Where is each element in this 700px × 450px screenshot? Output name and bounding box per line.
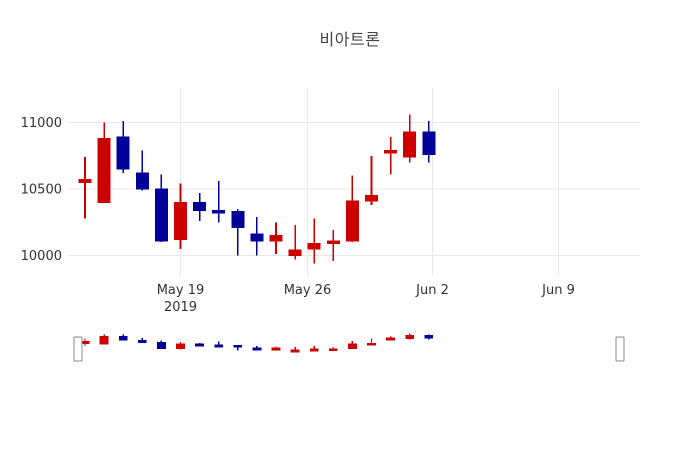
candle-body <box>174 201 187 241</box>
mini-candlestick[interactable] <box>328 347 338 352</box>
candle-body <box>365 195 378 202</box>
mini-candlestick[interactable] <box>290 346 300 353</box>
mini-candlestick[interactable] <box>195 342 205 347</box>
candle-body <box>288 249 302 256</box>
candle-body <box>422 131 436 155</box>
candle-body <box>212 209 226 214</box>
candlestick[interactable] <box>288 224 302 260</box>
candlestick[interactable] <box>97 122 111 203</box>
candlestick[interactable] <box>250 216 264 256</box>
candle-body <box>384 149 398 154</box>
mini-candlestick[interactable] <box>424 334 434 340</box>
mini-candle-body <box>195 343 205 347</box>
mini-candlestick[interactable] <box>309 346 319 352</box>
candlestick[interactable] <box>154 174 168 243</box>
range-selector-series[interactable] <box>80 333 434 353</box>
candlestick[interactable] <box>269 222 283 255</box>
mini-candle-body <box>367 342 376 346</box>
candlestick[interactable] <box>326 230 340 261</box>
candlestick[interactable] <box>174 183 187 249</box>
x-tick-label: Jun 9 <box>541 283 575 298</box>
y-tick-label: 10500 <box>21 183 62 198</box>
y-tick-label: 11000 <box>21 116 62 131</box>
mini-candle-body <box>405 335 415 340</box>
mini-candle-body <box>99 336 109 345</box>
mini-candle-body <box>424 335 434 339</box>
y-axis-tick-labels: 10000 10500 11000 <box>21 116 62 264</box>
mini-candle-body <box>328 348 338 352</box>
candlestick[interactable] <box>78 157 92 219</box>
mini-candle-body <box>347 343 357 350</box>
mini-candlestick[interactable] <box>367 338 376 346</box>
candle-body <box>307 243 321 250</box>
candlestick[interactable] <box>403 114 417 163</box>
candle-body <box>154 188 168 242</box>
candlestick[interactable] <box>422 121 436 163</box>
candlestick-series[interactable] <box>78 114 436 264</box>
mini-candle-body <box>137 340 147 343</box>
mini-candle-body <box>118 335 128 341</box>
mini-candlestick[interactable] <box>405 333 415 340</box>
mini-candle-body <box>156 342 166 350</box>
candle-body <box>403 131 417 158</box>
mini-candle-body <box>176 343 185 349</box>
mini-candle-body <box>271 347 281 351</box>
mini-candle-body <box>386 337 396 341</box>
mini-candlestick[interactable] <box>118 334 128 341</box>
range-right-handle[interactable] <box>615 336 625 362</box>
mini-candlestick[interactable] <box>386 336 396 341</box>
mini-candlestick[interactable] <box>252 345 262 351</box>
mini-candlestick[interactable] <box>214 341 224 348</box>
mini-candlestick[interactable] <box>233 344 243 351</box>
candle-body <box>250 233 264 242</box>
mini-candle-body <box>214 344 224 348</box>
candlestick[interactable] <box>135 150 149 191</box>
x-tick-label: Jun 2 <box>415 283 449 298</box>
candle-body <box>345 200 359 242</box>
candlestick[interactable] <box>384 137 398 175</box>
candle-body <box>97 137 111 203</box>
y-tick-label: 10000 <box>21 249 62 264</box>
mini-candle-body <box>252 347 262 351</box>
mini-candlestick[interactable] <box>156 340 166 350</box>
candle-body <box>231 211 245 229</box>
page-title: 비아트론 <box>319 30 381 49</box>
candlestick[interactable] <box>231 208 245 256</box>
candlestick[interactable] <box>365 155 378 205</box>
candlestick[interactable] <box>345 175 359 243</box>
range-left-handle[interactable] <box>73 336 83 362</box>
x-tick-label: May 26 <box>284 283 332 298</box>
candle-body <box>78 179 92 183</box>
candle-body <box>135 172 149 190</box>
mini-candlestick[interactable] <box>176 341 185 350</box>
mini-candle-body <box>309 348 319 352</box>
x-axis-tick-labels: May 19 2019 May 26 Jun 2 Jun 9 <box>157 283 575 315</box>
candle-body <box>326 240 340 245</box>
candlestick[interactable] <box>116 121 130 174</box>
mini-candlestick[interactable] <box>137 337 147 343</box>
candlestick[interactable] <box>212 181 226 223</box>
mini-candlestick[interactable] <box>99 334 109 345</box>
candle-body <box>193 201 207 211</box>
mini-candle-body <box>233 344 243 348</box>
candle-body <box>269 235 283 242</box>
candle-body <box>116 136 130 170</box>
x-tick-label: May 19 <box>157 283 205 298</box>
x-tick-sublabel: 2019 <box>164 300 197 315</box>
candlestick[interactable] <box>193 192 207 221</box>
mini-candlestick[interactable] <box>347 340 357 350</box>
mini-candlestick[interactable] <box>271 346 281 351</box>
candlestick[interactable] <box>307 218 321 264</box>
mini-candle-body <box>290 349 300 353</box>
